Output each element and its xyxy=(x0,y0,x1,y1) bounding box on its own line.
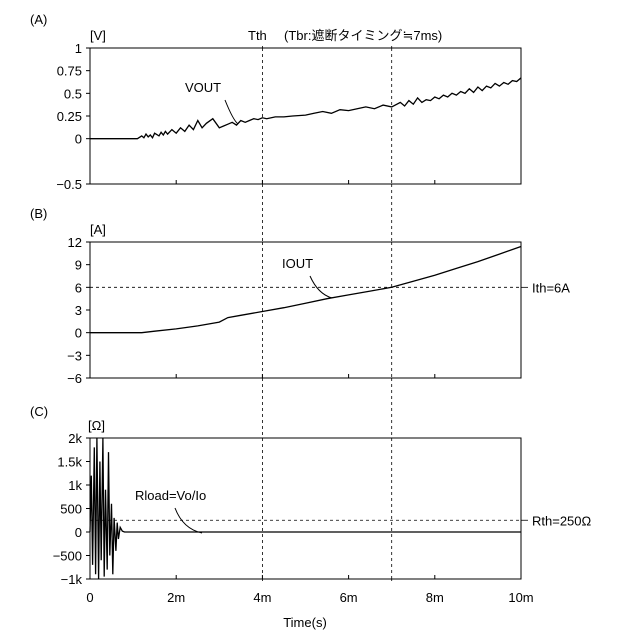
y-tick-label: 1 xyxy=(75,41,82,56)
unit-label: [V] xyxy=(90,28,106,43)
threshold-label: Rth=250Ω xyxy=(532,513,592,528)
y-tick-label: 0 xyxy=(75,132,82,147)
x-axis-label: Time(s) xyxy=(283,615,327,630)
unit-label: [Ω] xyxy=(88,418,105,433)
tth-annotation: Tth xyxy=(248,28,267,43)
y-tick-label: −3 xyxy=(67,348,82,363)
series-line xyxy=(90,438,521,579)
y-tick-label: 12 xyxy=(68,235,82,250)
series-label: VOUT xyxy=(185,80,221,95)
panel-1: (A) [V] 1 0.75 0.5 0.25 0 −0.5 VOUT xyxy=(30,12,521,242)
plot-frame xyxy=(90,438,521,579)
y-tick-label: 3 xyxy=(75,303,82,318)
panel-label: (B) xyxy=(30,206,47,221)
y-tick-label: −500 xyxy=(53,549,82,564)
x-tick-label: 8m xyxy=(426,590,444,605)
y-tick-label: 0 xyxy=(75,326,82,341)
x-tick-label: 2m xyxy=(167,590,185,605)
y-tick-label: 1k xyxy=(68,478,82,493)
y-tick-label: −0.5 xyxy=(56,177,82,192)
plot-frame xyxy=(90,48,521,184)
series-leader xyxy=(225,100,238,124)
y-tick-label: 0.25 xyxy=(57,109,82,124)
x-tick-label: 6m xyxy=(340,590,358,605)
y-tick-label: 1.5k xyxy=(57,455,82,470)
unit-label: [A] xyxy=(90,222,106,237)
panel-3: (C)[Ω]Rth=250Ω2k1.5k1k5000−500−1k02m4m6m… xyxy=(30,404,592,605)
panel-2: (B) [A] Ith=6A 12 9 6 3 0 −3 −6 IOUT xyxy=(30,206,570,438)
series-label: Rload=Vo/Io xyxy=(135,488,206,503)
series-label: IOUT xyxy=(282,256,313,271)
x-tick-label: 4m xyxy=(253,590,271,605)
tbr-annotation: (Tbr:遮断タイミング≒7ms) xyxy=(284,28,442,43)
y-tick-label: 2k xyxy=(68,431,82,446)
y-tick-label: −1k xyxy=(61,572,83,587)
y-tick-label: 500 xyxy=(60,502,82,517)
panels: (A) [V] 1 0.75 0.5 0.25 0 −0.5 VOUT (B) [A] Ith=6A 1… xyxy=(30,12,592,605)
y-tick-label: 0.75 xyxy=(57,64,82,79)
y-tick-label: 0 xyxy=(75,525,82,540)
panel-label: (C) xyxy=(30,404,48,419)
threshold-label: Ith=6A xyxy=(532,280,570,295)
series-line xyxy=(90,78,521,139)
x-tick-label: 0 xyxy=(86,590,93,605)
y-tick-label: 0.5 xyxy=(64,86,82,101)
y-tick-label: −6 xyxy=(67,371,82,386)
x-tick-label: 10m xyxy=(508,590,533,605)
y-tick-label: 9 xyxy=(75,258,82,273)
panel-label: (A) xyxy=(30,12,47,27)
y-tick-label: 6 xyxy=(75,280,82,295)
